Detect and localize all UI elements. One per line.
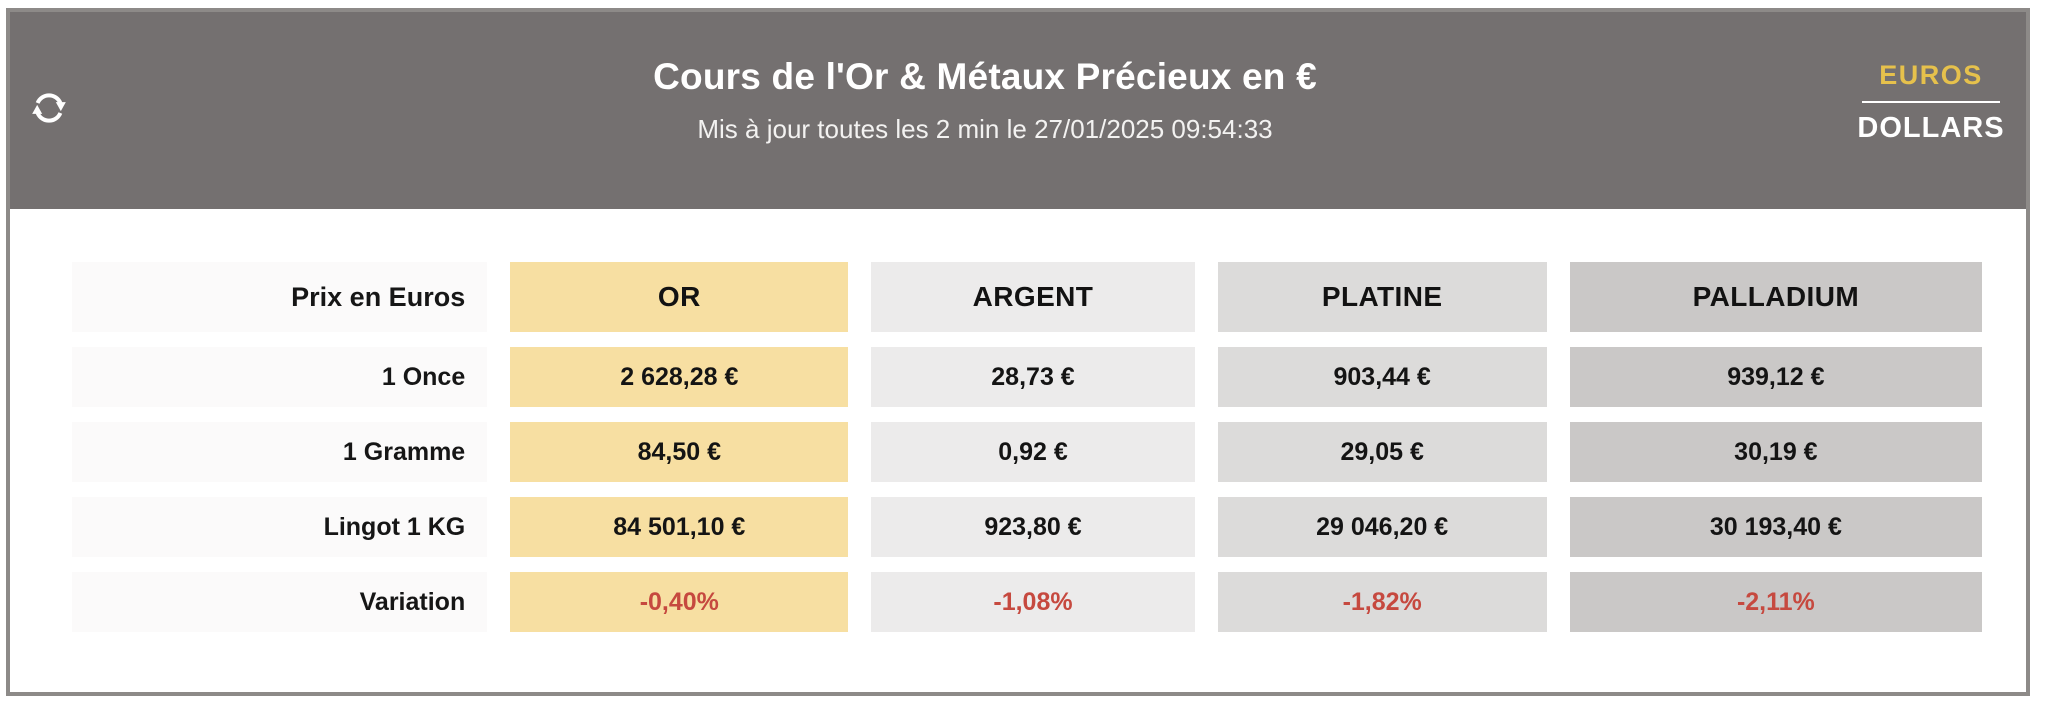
variation-value: -0,40%: [639, 587, 719, 616]
column-header-label: PALLADIUM: [1692, 281, 1860, 312]
price-value: 28,73 €: [991, 362, 1075, 391]
price-table: Prix en Euros OR ARGENT PLATINE PALLADIU…: [72, 262, 1982, 632]
variation-value: -2,11%: [1736, 587, 1815, 616]
price-cell-palladium-lingot: 30 193,40 €: [1569, 497, 1982, 557]
variation-cell-platine: -1,82%: [1217, 572, 1547, 632]
refresh-button[interactable]: [26, 86, 72, 132]
price-cell-palladium-gramme: 30,19 €: [1569, 422, 1982, 482]
price-value: 84,50 €: [637, 437, 722, 466]
price-value: 903,44 €: [1333, 362, 1431, 391]
price-cell-platine-once: 903,44 €: [1217, 347, 1547, 407]
variation-cell-palladium: -2,11%: [1569, 572, 1982, 632]
price-cell-or-once: 2 628,28 €: [510, 347, 849, 407]
gold-price-widget: Cours de l'Or & Métaux Précieux en € Mis…: [6, 8, 2030, 696]
widget-header: Cours de l'Or & Métaux Précieux en € Mis…: [10, 12, 2026, 209]
column-header-argent: ARGENT: [871, 262, 1195, 332]
price-value: 2 628,28 €: [620, 362, 739, 391]
row-label-cell: 1 Gramme: [72, 422, 488, 482]
price-cell-or-lingot: 84 501,10 €: [510, 497, 849, 557]
column-header-label: OR: [657, 281, 701, 312]
variation-value: -1,08%: [993, 587, 1073, 616]
price-value: 939,12 €: [1727, 362, 1825, 391]
price-value: 0,92 €: [998, 437, 1068, 466]
price-cell-platine-lingot: 29 046,20 €: [1217, 497, 1547, 557]
row-label: Variation: [359, 587, 466, 616]
price-value: 30,19 €: [1734, 437, 1818, 466]
price-cell-platine-gramme: 29,05 €: [1217, 422, 1547, 482]
variation-cell-argent: -1,08%: [871, 572, 1195, 632]
price-value: 923,80 €: [984, 512, 1082, 541]
column-header-label: ARGENT: [972, 281, 1094, 312]
last-updated-text: Mis à jour toutes les 2 min le 27/01/202…: [697, 114, 1273, 144]
price-value: 84 501,10 €: [613, 512, 746, 541]
price-value: 29,05 €: [1340, 437, 1424, 466]
row-label: 1 Gramme: [342, 437, 466, 466]
variation-value: -1,82%: [1342, 587, 1422, 616]
currency-dollars-button[interactable]: DOLLARS: [1857, 112, 2005, 144]
price-cell-argent-gramme: 0,92 €: [871, 422, 1195, 482]
currency-euros-button[interactable]: EUROS: [1856, 60, 2006, 91]
column-header-label: PLATINE: [1321, 281, 1443, 312]
header-titles: Cours de l'Or & Métaux Précieux en € Mis…: [435, 12, 1535, 145]
column-header-or: OR: [510, 262, 849, 332]
price-value: 30 193,40 €: [1709, 512, 1842, 541]
page-title: Cours de l'Or & Métaux Précieux en €: [653, 56, 1317, 97]
currency-toggle: EUROS DOLLARS: [1856, 60, 2006, 145]
corner-cell: Prix en Euros: [72, 262, 488, 332]
row-label-cell: 1 Once: [72, 347, 488, 407]
price-cell-or-gramme: 84,50 €: [510, 422, 849, 482]
price-cell-argent-once: 28,73 €: [871, 347, 1195, 407]
row-label-cell: Variation: [72, 572, 488, 632]
row-label-cell: Lingot 1 KG: [72, 497, 488, 557]
row-label: 1 Once: [381, 362, 466, 391]
price-cell-argent-lingot: 923,80 €: [871, 497, 1195, 557]
price-cell-palladium-once: 939,12 €: [1569, 347, 1982, 407]
column-header-palladium: PALLADIUM: [1569, 262, 1982, 332]
column-header-platine: PLATINE: [1217, 262, 1547, 332]
refresh-icon: [29, 92, 69, 131]
corner-label: Prix en Euros: [291, 281, 466, 312]
currency-divider: [1862, 101, 2000, 103]
row-label: Lingot 1 KG: [323, 512, 466, 541]
variation-cell-or: -0,40%: [510, 572, 849, 632]
price-value: 29 046,20 €: [1316, 512, 1449, 541]
